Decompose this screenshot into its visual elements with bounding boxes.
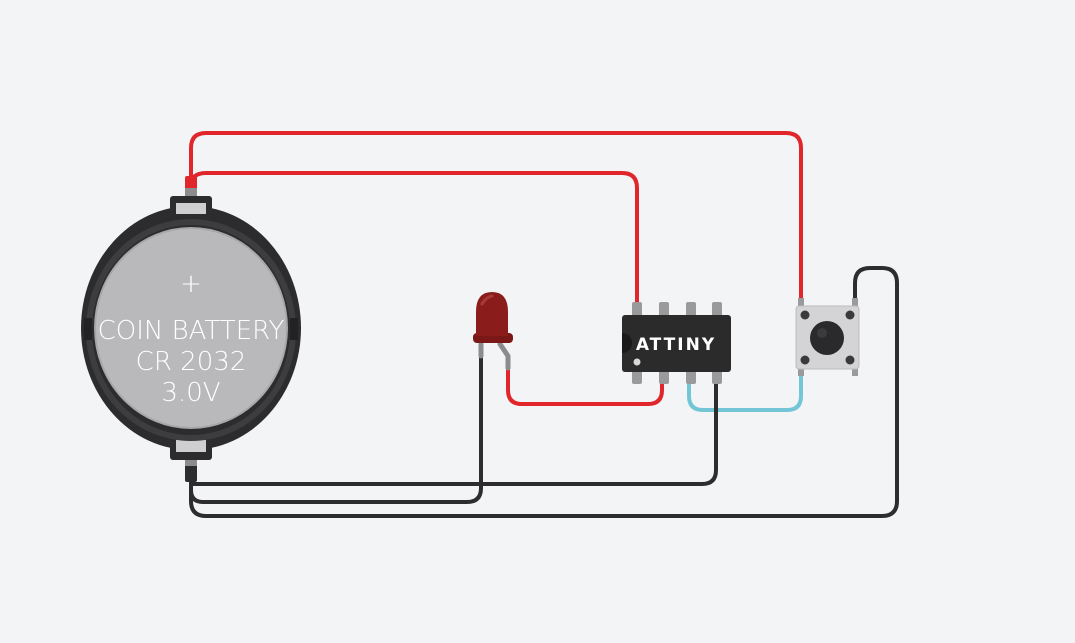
wire-chip-to-button[interactable] [687,370,803,412]
chip-top-pins [632,302,722,318]
chip-label: ATTINY [636,335,716,355]
wire-led-to-chip[interactable] [506,364,664,406]
battery-label-line3: 3.0V [161,378,220,408]
chip-pin1-dot [633,358,641,366]
red-led[interactable] [473,292,513,371]
coin-battery[interactable]: + COIN BATTERY CR 2032 3.0V [81,176,301,482]
battery-label-line2: CR 2032 [136,347,247,377]
led-anode-leg [497,341,511,371]
wire-chip-gnd-to-battery[interactable] [189,376,718,486]
button-actuator[interactable] [810,321,844,355]
wire-battery-to-button[interactable] [189,131,803,302]
battery-label-line1: COIN BATTERY [98,316,285,346]
led-dome [476,292,508,336]
battery-plus-symbol: + [180,269,202,299]
chip-body [622,315,731,372]
battery-cell [95,228,287,428]
attiny-chip[interactable]: ATTINY [622,302,731,384]
push-button[interactable] [795,298,860,376]
wire-button-to-battery[interactable] [189,266,899,518]
